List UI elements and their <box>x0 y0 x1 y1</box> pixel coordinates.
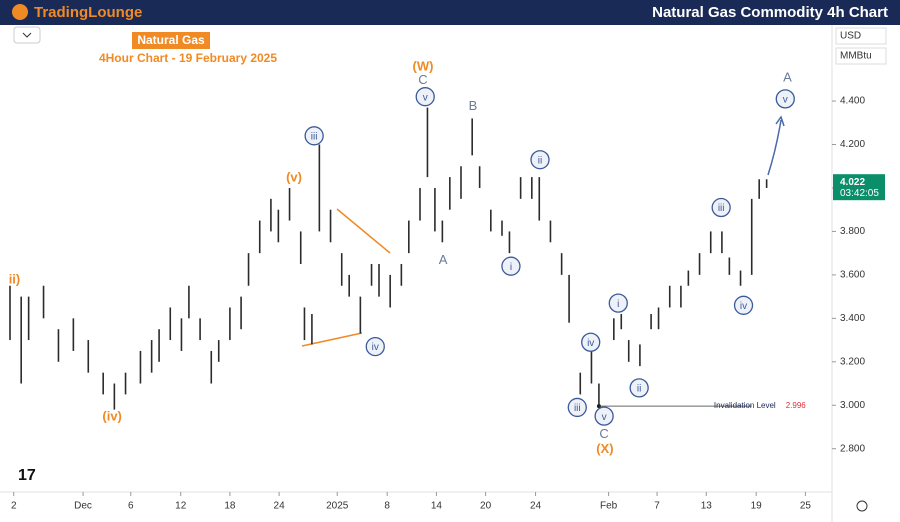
unit-box[interactable] <box>835 47 887 65</box>
page-title: Natural Gas Commodity 4h Chart <box>652 4 888 21</box>
x-tick-label: 6 <box>128 501 134 512</box>
wave-circle <box>530 150 550 170</box>
wave-label: iv <box>372 342 379 353</box>
wave-label: v <box>602 412 607 423</box>
title-badge <box>132 32 210 49</box>
x-tick-label: 24 <box>530 501 542 512</box>
last-price-tag <box>833 174 885 201</box>
x-tick-label: 12 <box>175 501 187 512</box>
wave-label: ii <box>538 155 542 166</box>
wave-label: iv <box>587 338 594 349</box>
x-tick-label: Feb <box>600 501 618 512</box>
y-tick-label: 4.200 <box>840 139 865 150</box>
wave-label: iv <box>740 301 747 312</box>
x-tick-label: 8 <box>384 501 390 512</box>
wave-circle <box>608 293 628 313</box>
wave-circle <box>594 406 614 426</box>
x-tick-label: 18 <box>224 501 236 512</box>
wave-circle <box>629 378 649 398</box>
tv-logo: 17 <box>18 467 36 484</box>
settings-icon[interactable] <box>856 500 868 512</box>
projection-arrow <box>767 119 782 176</box>
wave-label: (W) <box>413 59 434 74</box>
chart-title: Natural Gas <box>137 33 205 47</box>
wave-circle <box>775 89 795 109</box>
currency-box[interactable] <box>835 27 887 45</box>
x-tick-label: 2 <box>11 501 17 512</box>
x-tick-label: 20 <box>480 501 492 512</box>
countdown: 03:42:05 <box>840 188 879 199</box>
collapse-button[interactable] <box>13 26 41 44</box>
wave-label: A <box>783 70 792 85</box>
wave-circle <box>501 256 521 276</box>
y-tick-label: 2.800 <box>840 443 865 454</box>
wave-circle <box>304 126 324 146</box>
wave-circle <box>415 87 435 107</box>
currency: USD <box>840 31 861 42</box>
wave-circle <box>567 397 587 418</box>
x-tick-label: 2025 <box>326 501 349 512</box>
x-tick-label: Dec <box>74 501 92 512</box>
wave-label: iii <box>718 203 725 214</box>
unit: MMBtu <box>840 51 872 62</box>
wave-label: A <box>439 252 448 267</box>
y-tick-label: 3.400 <box>840 313 865 324</box>
x-tick-label: 7 <box>654 501 660 512</box>
invalidation-value: 2.996 <box>786 401 807 410</box>
x-tick-label: 14 <box>431 501 443 512</box>
chart-subtitle: 4Hour Chart - 19 February 2025 <box>99 51 277 65</box>
x-tick-label: 19 <box>751 501 763 512</box>
trend-line <box>336 208 391 254</box>
wave-circle <box>711 197 731 218</box>
chevron-icon <box>22 32 32 38</box>
wave-label: (v) <box>286 170 302 185</box>
wave-circle <box>581 332 601 352</box>
header-bar <box>0 0 900 25</box>
wave-circle <box>733 295 754 315</box>
y-tick-label: 3.200 <box>840 356 865 367</box>
wave-label: i <box>510 262 512 273</box>
wave-label: (iv) <box>102 409 122 424</box>
wave-label: C <box>418 72 427 87</box>
y-tick-label: 4.400 <box>840 96 865 107</box>
wave-label: ii <box>637 384 641 395</box>
x-tick-label: 25 <box>800 501 812 512</box>
last-price: 4.022 <box>840 177 865 188</box>
wave-label: iii <box>574 403 581 414</box>
brand: TradingLounge <box>34 4 142 21</box>
wave-label: i <box>617 299 619 310</box>
wave-label: B <box>469 98 478 113</box>
invalidation-point <box>596 404 601 409</box>
wave-label: v <box>783 95 788 106</box>
wave-label: ii) <box>9 272 21 287</box>
invalidation-label: Invalidation Level <box>714 401 776 410</box>
y-tick-label: 3.600 <box>840 270 865 281</box>
brand-logo <box>12 4 28 20</box>
wave-label: v <box>423 92 428 103</box>
arrow-head <box>775 115 785 127</box>
x-tick-label: 13 <box>701 501 713 512</box>
x-tick-label: 24 <box>274 501 286 512</box>
wave-label: iii <box>311 131 318 142</box>
wave-circle <box>365 336 385 357</box>
y-tick-label: 3.000 <box>840 400 865 411</box>
wave-label: C <box>599 426 608 441</box>
y-tick-label: 3.800 <box>840 226 865 237</box>
wave-label: (X) <box>596 441 613 456</box>
